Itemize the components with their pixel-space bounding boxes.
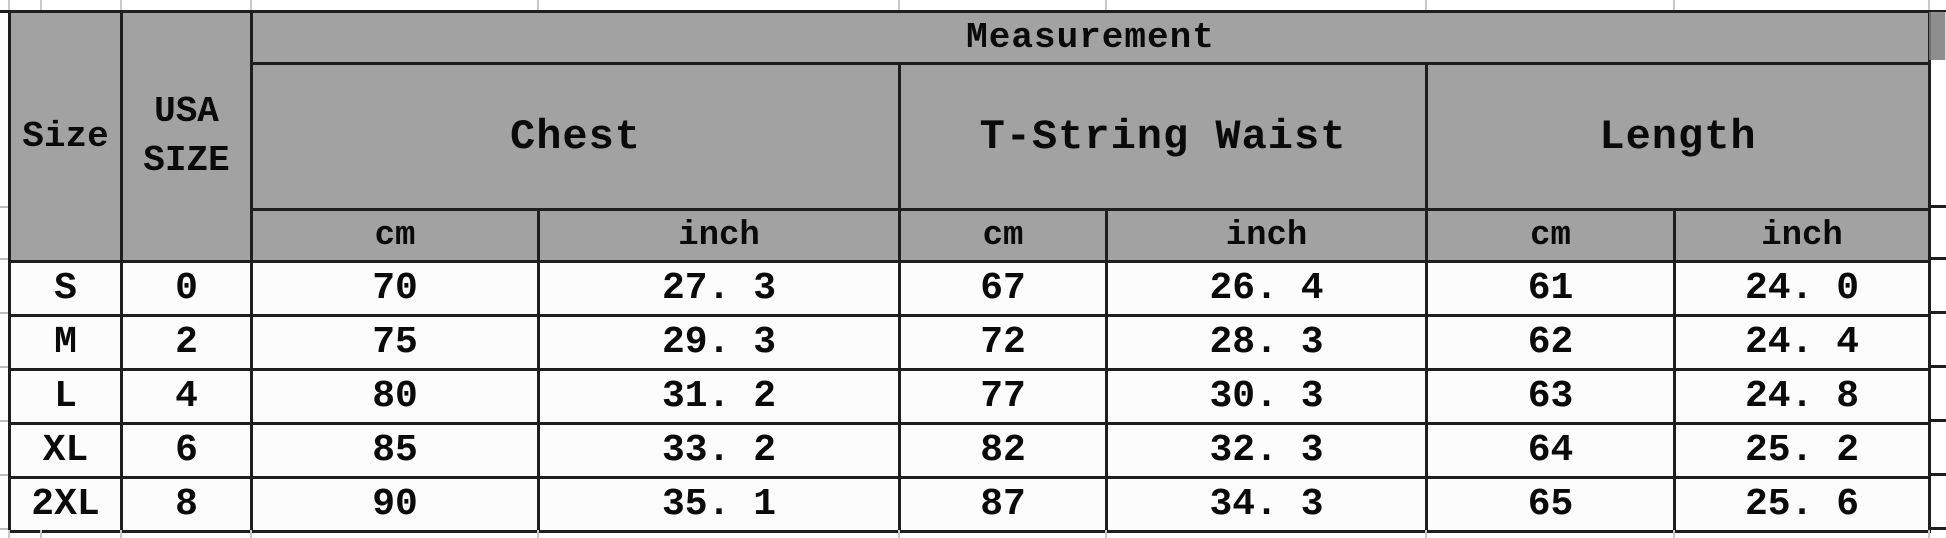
chest-inch-cell[interactable]: 35. 1 [537, 476, 901, 533]
row-border-extension [1928, 257, 1946, 260]
waist-cm-cell[interactable]: 72 [898, 314, 1108, 371]
row-border-extension [1928, 419, 1946, 422]
gridline-tick [1425, 530, 1427, 538]
gridline-tick [120, 530, 122, 538]
waist-cm-cell[interactable]: 67 [898, 260, 1108, 317]
usa-size-cell[interactable]: 8 [120, 476, 253, 533]
waist-inch-cell[interactable]: 28. 3 [1105, 314, 1428, 371]
length-cm-cell[interactable]: 64 [1425, 422, 1676, 479]
table-row: L 4 80 31. 2 77 30. 3 63 24. 8 [8, 368, 1931, 425]
header-unit-length-cm[interactable]: cm [1425, 208, 1676, 263]
gridline-tick [0, 366, 8, 368]
chest-inch-cell[interactable]: 29. 3 [537, 314, 901, 371]
table-row: M 2 75 29. 3 72 28. 3 62 24. 4 [8, 314, 1931, 371]
gridline-tick [537, 530, 539, 538]
header-group-length[interactable]: Length [1425, 62, 1931, 211]
length-cm-cell[interactable]: 61 [1425, 260, 1676, 317]
size-chart-table: Size USA SIZE Measurement Chest T-String… [8, 10, 1931, 533]
size-cell[interactable]: XL [8, 422, 123, 479]
gridline-tick [0, 258, 8, 260]
gridline-tick [0, 474, 8, 476]
gridline-tick [250, 0, 252, 10]
gridline-tick [8, 0, 10, 10]
usa-size-cell[interactable]: 4 [120, 368, 253, 425]
header-unit-chest-cm[interactable]: cm [250, 208, 540, 263]
scrollbar-thumb[interactable] [1929, 12, 1946, 60]
gridline-tick [1105, 0, 1107, 10]
waist-inch-cell[interactable]: 34. 3 [1105, 476, 1428, 533]
length-cm-cell[interactable]: 65 [1425, 476, 1676, 533]
row-border-extension [1928, 365, 1946, 368]
usa-size-cell[interactable]: 2 [120, 314, 253, 371]
waist-inch-cell[interactable]: 30. 3 [1105, 368, 1428, 425]
length-inch-cell[interactable]: 25. 6 [1673, 476, 1931, 533]
gridline-tick [1673, 530, 1675, 538]
gridline-tick [0, 312, 8, 314]
chest-cm-cell[interactable]: 90 [250, 476, 540, 533]
row-border-extension [1928, 311, 1946, 314]
header-measurement[interactable]: Measurement [250, 10, 1931, 65]
chest-cm-cell[interactable]: 75 [250, 314, 540, 371]
row-border-extension [1928, 205, 1946, 208]
waist-cm-cell[interactable]: 82 [898, 422, 1108, 479]
waist-inch-cell[interactable]: 26. 4 [1105, 260, 1428, 317]
chest-cm-cell[interactable]: 80 [250, 368, 540, 425]
gridline-tick [0, 206, 8, 208]
chest-inch-cell[interactable]: 33. 2 [537, 422, 901, 479]
gridline-tick [1928, 530, 1930, 538]
header-usa-size[interactable]: USA SIZE [120, 10, 253, 263]
table-row: XL 6 85 33. 2 82 32. 3 64 25. 2 [8, 422, 1931, 479]
length-inch-cell[interactable]: 25. 2 [1673, 422, 1931, 479]
gridline-tick [537, 0, 539, 10]
waist-cm-cell[interactable]: 87 [898, 476, 1108, 533]
gridline-tick [898, 530, 900, 538]
size-cell[interactable]: M [8, 314, 123, 371]
length-inch-cell[interactable]: 24. 0 [1673, 260, 1931, 317]
header-group-chest[interactable]: Chest [250, 62, 901, 211]
header-group-waist[interactable]: T-String Waist [898, 62, 1428, 211]
header-unit-waist-cm[interactable]: cm [898, 208, 1108, 263]
gridline-tick [898, 0, 900, 10]
gridline-tick [1425, 0, 1427, 10]
waist-cm-cell[interactable]: 77 [898, 368, 1108, 425]
header-unit-chest-inch[interactable]: inch [537, 208, 901, 263]
gridline-tick [8, 530, 10, 538]
gridline-tick [40, 530, 42, 538]
length-inch-cell[interactable]: 24. 4 [1673, 314, 1931, 371]
row-border-extension [1928, 473, 1946, 476]
header-unit-waist-inch[interactable]: inch [1105, 208, 1428, 263]
chest-cm-cell[interactable]: 85 [250, 422, 540, 479]
gridline-tick [250, 530, 252, 538]
table-row: S 0 70 27. 3 67 26. 4 61 24. 0 [8, 260, 1931, 317]
table-row: 2XL 8 90 35. 1 87 34. 3 65 25. 6 [8, 476, 1931, 533]
gridline-tick [1673, 0, 1675, 10]
size-cell[interactable]: S [8, 260, 123, 317]
length-inch-cell[interactable]: 24. 8 [1673, 368, 1931, 425]
size-cell[interactable]: 2XL [8, 476, 123, 533]
gridline-tick [0, 420, 8, 422]
gridline-tick [1928, 0, 1930, 10]
gridline-tick [120, 0, 122, 10]
length-cm-cell[interactable]: 62 [1425, 314, 1676, 371]
length-cm-cell[interactable]: 63 [1425, 368, 1676, 425]
chest-inch-cell[interactable]: 27. 3 [537, 260, 901, 317]
row-border-extension [1928, 527, 1946, 530]
gridline-tick [1105, 530, 1107, 538]
waist-inch-cell[interactable]: 32. 3 [1105, 422, 1428, 479]
gridline-tick [40, 0, 42, 10]
gridline-tick [0, 528, 8, 530]
size-cell[interactable]: L [8, 368, 123, 425]
header-size[interactable]: Size [8, 10, 123, 263]
usa-size-cell[interactable]: 0 [120, 260, 253, 317]
usa-size-cell[interactable]: 6 [120, 422, 253, 479]
header-unit-length-inch[interactable]: inch [1673, 208, 1931, 263]
chest-inch-cell[interactable]: 31. 2 [537, 368, 901, 425]
chest-cm-cell[interactable]: 70 [250, 260, 540, 317]
